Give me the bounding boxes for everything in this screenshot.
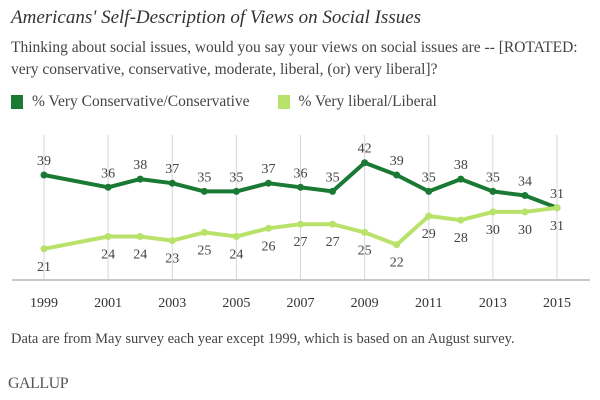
data-point-liberal-2009 [361,228,369,236]
data-label-conservative-2006: 37 [261,162,275,177]
data-point-liberal-2015 [553,204,561,212]
legend-swatch-conservative [11,95,23,109]
data-label-conservative-1999: 39 [37,154,51,169]
data-point-liberal-2012 [457,216,465,224]
data-point-conservative-2007 [297,183,304,191]
data-point-conservative-2001 [104,183,112,191]
data-label-conservative-2001: 36 [101,166,115,181]
data-point-conservative-2009 [361,159,369,167]
data-point-conservative-2012 [457,175,465,183]
data-point-liberal-2004 [200,228,208,236]
data-point-liberal-2001 [104,233,112,240]
x-tick-label-2013: 2013 [479,296,507,311]
data-label-liberal-2011: 29 [422,227,436,242]
data-label-liberal-2001: 24 [101,248,115,263]
data-point-conservative-2006 [264,179,272,187]
x-tick-label-2001: 2001 [94,296,122,311]
data-point-liberal-2011 [425,212,433,220]
footnote: Data are from May survey each year excep… [11,331,515,347]
x-tick-label-2011: 2011 [415,296,442,311]
data-point-conservative-2014 [521,192,529,199]
data-point-conservative-2013 [489,187,497,195]
data-point-liberal-2003 [168,237,176,245]
data-point-liberal-2013 [489,208,497,216]
legend: % Very Conservative/Conservative % Very … [11,93,465,111]
series-line-conservative [43,160,558,210]
data-point-liberal-2010 [393,241,401,249]
data-label-conservative-2012: 38 [454,158,468,173]
data-label-conservative-2003: 37 [165,162,179,177]
data-label-conservative-2009: 42 [358,142,372,157]
data-label-liberal-2005: 24 [229,248,243,263]
data-label-liberal-2012: 28 [454,231,468,246]
chart-subtitle: Thinking about social issues, would you … [11,39,578,78]
data-label-liberal-2006: 26 [261,239,275,254]
data-label-liberal-2015: 31 [550,219,564,234]
chart-title: Americans' Self-Description of Views on … [11,7,422,28]
data-point-conservative-2002 [136,175,144,183]
data-label-conservative-2014: 34 [518,175,532,190]
data-point-conservative-2003 [168,179,176,187]
data-point-liberal-2006 [264,224,272,232]
data-point-liberal-2007 [297,220,304,228]
data-point-liberal-2002 [136,233,144,240]
line-chart: 1999 2001 2003 2005 2007 2009 2011 2013 2015 39 36… [12,135,590,311]
data-point-conservative-2004 [200,187,208,195]
data-label-conservative-2015: 31 [550,187,564,202]
data-label-conservative-2004: 35 [197,170,211,185]
data-point-conservative-2010 [393,171,401,179]
x-tick-label-1999: 1999 [30,296,58,311]
data-label-liberal-1999: 21 [37,260,51,275]
data-label-conservative-2008: 35 [326,170,340,185]
data-label-liberal-2008: 27 [326,235,340,250]
x-tick-label-2005: 2005 [222,296,250,311]
x-tick-label-2015: 2015 [543,296,571,311]
data-label-conservative-2010: 39 [390,154,404,169]
data-point-conservative-2005 [232,187,240,195]
data-point-liberal-1999 [40,245,48,253]
legend-item-liberal: % Very liberal/Liberal [277,93,437,111]
data-label-conservative-2011: 35 [422,170,436,185]
data-point-liberal-2005 [232,233,240,240]
data-point-liberal-2008 [329,220,337,228]
data-label-conservative-2005: 35 [229,170,243,185]
data-label-liberal-2004: 25 [197,243,211,258]
x-tick-label-2007: 2007 [287,296,315,311]
data-label-liberal-2014: 30 [518,223,532,238]
data-point-conservative-2008 [329,187,337,195]
data-label-liberal-2002: 24 [133,248,147,263]
data-point-conservative-2011 [425,187,433,195]
data-label-liberal-2010: 22 [390,256,404,271]
data-label-conservative-2007: 36 [294,166,308,181]
series-line-liberal [43,205,558,251]
gallup-logo: GALLUP [8,375,69,392]
data-label-liberal-2007: 27 [294,235,308,250]
legend-item-conservative: % Very Conservative/Conservative [11,93,250,111]
x-tick-label-2003: 2003 [158,296,186,311]
data-label-liberal-2013: 30 [486,223,500,238]
data-point-conservative-1999 [40,171,48,179]
data-label-liberal-2003: 23 [165,252,179,267]
data-label-conservative-2002: 38 [133,158,147,173]
legend-label-conservative: % Very Conservative/Conservative [32,93,250,110]
legend-label-liberal: % Very liberal/Liberal [298,93,437,110]
data-label-conservative-2013: 35 [486,170,500,185]
x-tick-label-2009: 2009 [351,296,379,311]
legend-swatch-liberal [277,95,290,109]
data-label-liberal-2009: 25 [358,243,372,258]
data-point-liberal-2014 [521,208,529,216]
